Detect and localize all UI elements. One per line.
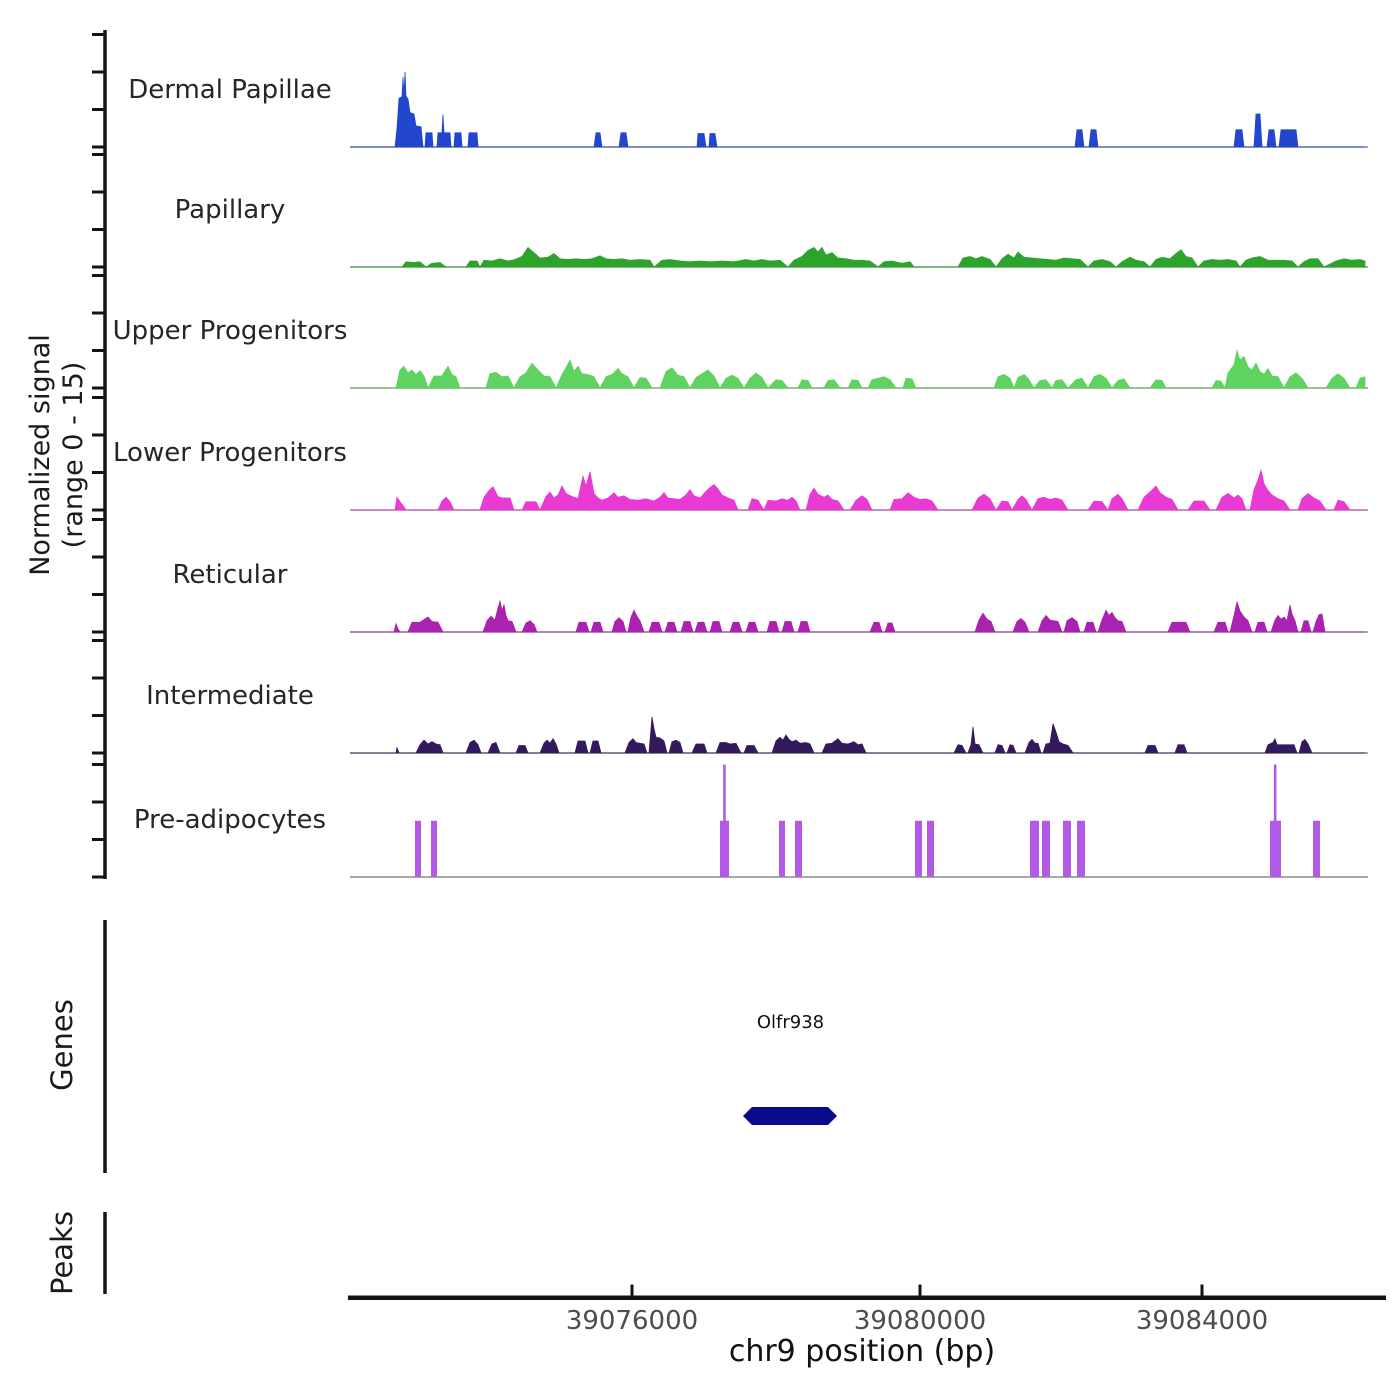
peak-bar-pre-adipocytes [1042, 820, 1050, 877]
track-label-dermal-papillae: Dermal Papillae [128, 75, 332, 105]
peak-bar-pre-adipocytes [1077, 820, 1085, 877]
track-signal-reticular [350, 599, 1365, 633]
peak-bar-pre-adipocytes [1313, 820, 1320, 877]
x-tick-label-39076000: 39076000 [565, 1306, 699, 1336]
y-axis-label-line2: (range 0 - 15) [58, 361, 89, 549]
peak-bar-pre-adipocytes [431, 820, 437, 877]
track-signal-intermediate [350, 716, 1365, 754]
peak-bar-pre-adipocytes [927, 820, 934, 877]
x-axis-tick [1200, 1284, 1204, 1296]
peak-bar-pre-adipocytes [779, 820, 785, 877]
peak-bar-pre-adipocytes [1030, 820, 1039, 877]
x-tick-label-39080000: 39080000 [853, 1306, 987, 1336]
y-axis-label-line1: Normalized signal [25, 334, 56, 576]
x-axis-tick [630, 1284, 634, 1296]
track-signal-upper-progenitors [350, 348, 1366, 390]
peak-bar-pre-adipocytes [415, 820, 421, 877]
x-axis-title: chr9 position (bp) [728, 1334, 996, 1369]
genes-section-label: Genes [45, 999, 79, 1091]
track-label-intermediate: Intermediate [146, 681, 314, 711]
gene-body-olfr938 [743, 1107, 837, 1125]
track-label-reticular: Reticular [172, 560, 288, 590]
track-signal-dermal-papillae [350, 71, 1365, 148]
track-label-papillary: Papillary [174, 195, 286, 225]
track-label-lower-progenitors: Lower Progenitors [113, 438, 347, 468]
peak-spike-pre-adipocytes [1273, 764, 1277, 877]
track-signal-lower-progenitors [350, 468, 1365, 511]
peak-bar-pre-adipocytes [1063, 820, 1071, 877]
x-axis-line [348, 1295, 1386, 1300]
y-axis-label: Normalized signal (range 0 - 15) [24, 230, 90, 680]
track-signal-papillary [350, 246, 1366, 268]
peak-spike-pre-adipocytes [723, 764, 726, 877]
track-label-pre-adipocytes: Pre-adipocytes [133, 805, 327, 835]
x-tick-label-39084000: 39084000 [1135, 1306, 1269, 1336]
x-axis-tick [918, 1284, 922, 1296]
track-label-upper-progenitors: Upper Progenitors [112, 316, 348, 346]
peaks-section-label: Peaks [45, 1211, 79, 1295]
peak-bar-pre-adipocytes [915, 820, 922, 877]
peak-bar-pre-adipocytes [795, 820, 802, 877]
gene-name-label: Olfr938 [756, 1012, 825, 1033]
